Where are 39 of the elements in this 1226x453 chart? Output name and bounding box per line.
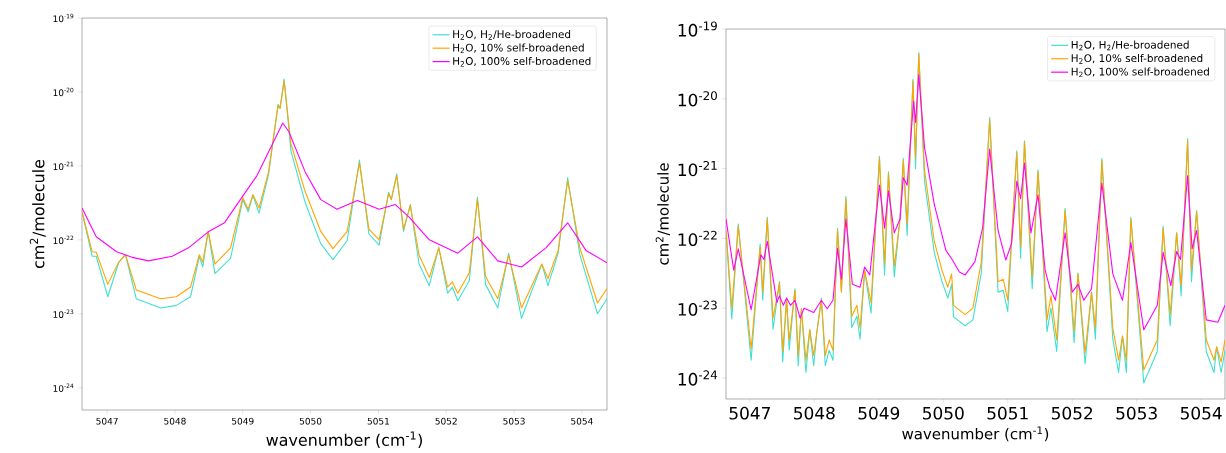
x-tick-label: 5047 [96,417,118,425]
legend-label: H$_{2}$O, 100% self-broadened [1071,67,1209,78]
x-tick-label: 5051 [987,406,1028,420]
x-tick-label: 5051 [367,417,389,425]
x-tick-label: 5049 [232,417,254,425]
x-tick-label: 5054 [571,417,593,425]
x-tick-label: 5049 [858,406,900,420]
y-tick-label: 10$^{-19}$ [678,21,717,37]
x-tick-label: 5048 [164,417,186,425]
y-tick-label: 10$^{-21}$ [53,161,74,171]
x-axis-title: wavenumber (cm$^{-1}$) [266,431,422,448]
x-axis-title: wavenumber (cm$^{-1}$) [902,426,1049,442]
y-tick-label: 10$^{-22}$ [53,235,74,245]
x-tick-label: 5052 [1051,406,1093,420]
x-tick-label: 5050 [299,417,322,425]
legend-label: H$_{2}$O, 10% self-broadened [1071,54,1203,64]
legend-label: H$_{2}$O, H$_{2}$/He-broadened [1071,40,1189,51]
y-tick-label: 10$^{-20}$ [53,87,74,97]
line-series [82,122,607,268]
y-tick-label: 10$^{-23}$ [53,309,74,318]
y-tick-label: 10$^{-24}$ [678,370,718,386]
x-tick-label: 5053 [1116,406,1157,420]
legend-label: H$_{2}$O, 10% self-broadened [453,43,584,54]
y-tick-label: 10$^{-21}$ [678,160,717,177]
x-tick-label: 5052 [435,417,457,425]
y-tick-label: 10$^{-20}$ [678,91,717,107]
y-axis-title: cm$^{2}$/molecule [655,163,670,265]
y-tick-label: 10$^{-22}$ [678,230,717,247]
y-tick-label: 10$^{-19}$ [53,13,74,23]
y-tick-label: 10$^{-23}$ [678,300,717,316]
y-axis-title: cm$^{2}$/molecule [29,159,46,269]
x-tick-label: 5047 [729,406,770,420]
legend-label: H$_{2}$O, 100% self-broadened [453,56,591,67]
x-tick-label: 5053 [503,417,525,425]
x-tick-label: 5054 [1180,406,1222,420]
y-tick-label: 10$^{-24}$ [53,383,74,392]
legend-label: H$_{2}$O, H$_{2}$/He-broadened [453,30,571,40]
x-tick-label: 5050 [923,406,964,420]
x-tick-label: 5048 [794,406,835,420]
